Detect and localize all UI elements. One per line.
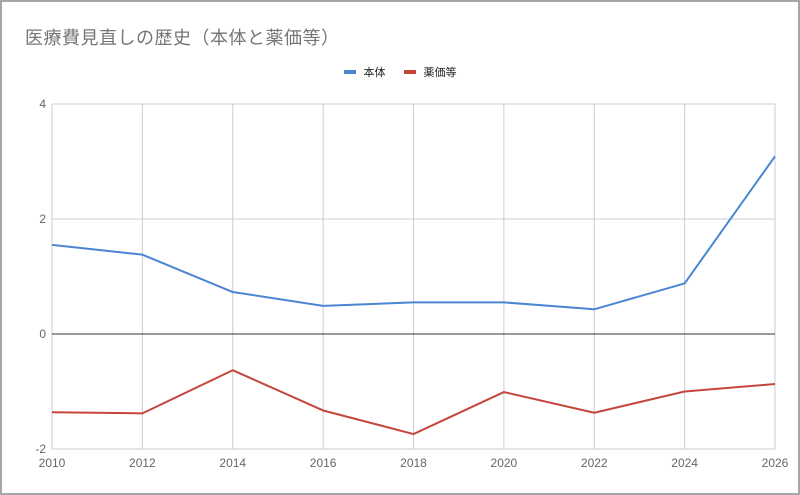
x-tick-label: 2018 bbox=[400, 456, 427, 470]
x-tick-label: 2022 bbox=[581, 456, 608, 470]
x-tick-label: 2020 bbox=[491, 456, 518, 470]
x-tick-label: 2016 bbox=[310, 456, 337, 470]
x-tick-label: 2024 bbox=[671, 456, 698, 470]
legend-item-honntai[interactable]: 本体 bbox=[343, 64, 386, 80]
legend-item-yakka[interactable]: 薬価等 bbox=[403, 64, 457, 80]
y-tick-label: -2 bbox=[35, 442, 46, 456]
x-tick-label: 2014 bbox=[219, 456, 246, 470]
series-line bbox=[51, 369, 776, 436]
series-line bbox=[51, 155, 776, 311]
y-tick-label: 2 bbox=[39, 212, 46, 226]
legend-label: 薬価等 bbox=[423, 66, 457, 79]
y-tick-label: 0 bbox=[39, 327, 46, 341]
legend-swatch-icon bbox=[403, 70, 416, 74]
legend-swatch-icon bbox=[343, 70, 356, 74]
x-tick-label: 2010 bbox=[39, 456, 66, 470]
y-tick-label: 4 bbox=[39, 97, 46, 111]
x-tick-label: 2026 bbox=[762, 456, 789, 470]
chart-legend: 本体 薬価等 bbox=[0, 64, 800, 80]
legend-label: 本体 bbox=[363, 66, 386, 79]
chart-title: 医療費見直しの歴史（本体と薬価等） bbox=[25, 28, 340, 49]
x-tick-label: 2012 bbox=[129, 456, 156, 470]
